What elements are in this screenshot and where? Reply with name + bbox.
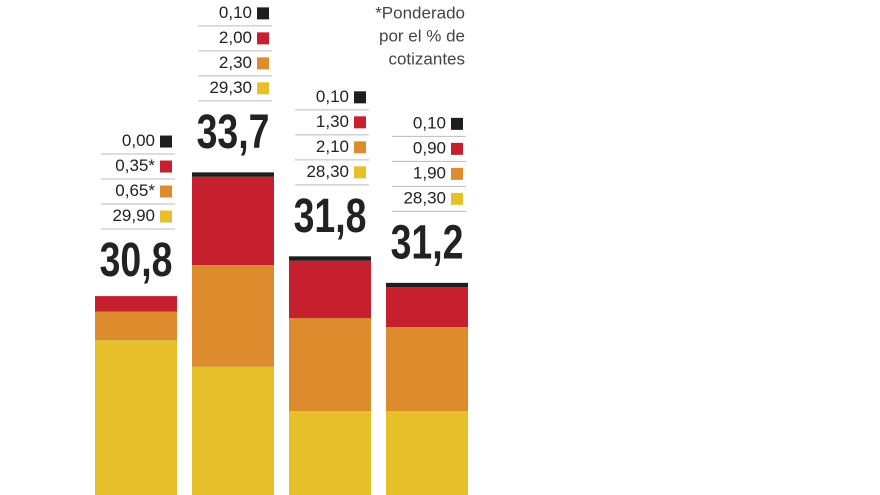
bar-segment <box>192 172 274 177</box>
legend-swatch <box>160 210 172 223</box>
segment-label: 0,10 <box>316 87 349 106</box>
legend-swatch <box>257 32 269 45</box>
segment-label: 29,90 <box>112 206 155 225</box>
segment-label: 0,10 <box>413 113 446 132</box>
segment-label: 28,30 <box>403 188 446 207</box>
note: *Ponderado <box>375 3 465 22</box>
segment-label: 0,35* <box>115 156 155 175</box>
bar-segment <box>95 296 177 312</box>
total-label: 30,8 <box>100 234 173 288</box>
segment-label: 2,10 <box>316 137 349 156</box>
segment-label: 2,00 <box>219 28 252 47</box>
segment-label: 1,30 <box>316 112 349 131</box>
bar-segment <box>192 265 274 367</box>
bar-segment <box>386 411 468 495</box>
bar-segment <box>95 311 177 341</box>
bar-segment <box>386 282 468 288</box>
note: por el % de <box>379 26 465 45</box>
legend-swatch <box>354 141 366 154</box>
total-label: 31,2 <box>391 216 464 270</box>
legend-swatch <box>257 7 269 20</box>
total-label: 31,8 <box>294 190 367 244</box>
segment-label: 2,30 <box>219 53 252 72</box>
legend-swatch <box>160 160 172 173</box>
legend-swatch <box>451 142 463 155</box>
legend-swatch <box>354 91 366 104</box>
legend-swatch <box>451 117 463 130</box>
legend-swatch <box>257 82 269 95</box>
legend-swatch <box>354 116 366 129</box>
legend-swatch <box>451 167 463 180</box>
segment-label: 0,00 <box>122 131 155 150</box>
bar-segment <box>95 340 177 495</box>
segment-label: 0,90 <box>413 138 446 157</box>
bar-segment <box>289 318 371 412</box>
legend-swatch <box>160 185 172 198</box>
legend-swatch <box>257 57 269 70</box>
bar-segment <box>289 260 371 319</box>
note: cotizantes <box>388 49 465 68</box>
segment-label: 0,65* <box>115 181 155 200</box>
segment-label: 1,90 <box>413 163 446 182</box>
total-label: 33,7 <box>197 106 270 160</box>
segment-label: 29,30 <box>209 78 252 97</box>
bar-segment <box>386 327 468 412</box>
segment-label: 28,30 <box>306 162 349 181</box>
segment-label: 0,10 <box>219 3 252 22</box>
bar-segment <box>386 287 468 328</box>
bar-segment <box>192 366 274 495</box>
bar-segment <box>192 176 274 266</box>
legend-swatch <box>354 166 366 179</box>
legend-swatch <box>451 192 463 205</box>
bar-segment <box>289 256 371 261</box>
legend-swatch <box>160 135 172 148</box>
bar-segment <box>289 411 371 495</box>
